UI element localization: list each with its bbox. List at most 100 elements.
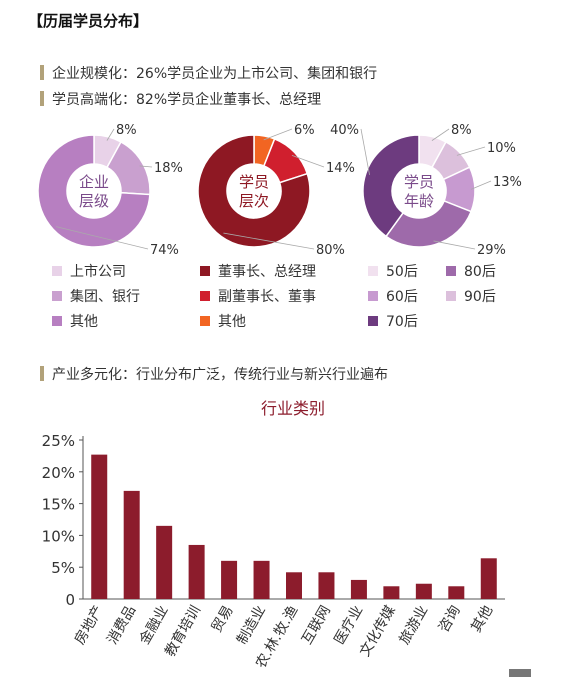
bar	[480, 558, 497, 599]
bar	[318, 572, 335, 599]
bar	[415, 583, 432, 599]
legend-label: 70后	[386, 314, 418, 330]
bar	[91, 454, 108, 599]
legend-item: 上市公司	[52, 260, 140, 285]
y-tick-label: 0	[65, 591, 75, 609]
pie-leader-line	[55, 226, 149, 250]
legend-swatch	[446, 266, 456, 276]
y-tick-label: 5%	[51, 559, 75, 577]
legend-swatch	[368, 316, 378, 326]
legend-item: 70后	[368, 310, 418, 335]
pie-leader-line	[223, 232, 315, 250]
legend-item: 其他	[52, 310, 140, 335]
pie-center	[227, 164, 281, 218]
bullet-bar	[40, 366, 44, 381]
legend-item: 其他	[200, 310, 316, 335]
legend-label: 集团、银行	[70, 289, 140, 305]
y-tick-label: 10%	[42, 527, 75, 545]
legend-item: 60后	[368, 285, 418, 310]
pie-value-label: 40%	[330, 123, 359, 138]
pie-value-label: 74%	[150, 243, 179, 258]
legend-swatch	[368, 291, 378, 301]
legend-label: 60后	[386, 289, 418, 305]
bullet-seniority-text: 学员高端化：82%学员企业董事长、总经理	[52, 92, 322, 108]
legend-item: 副董事长、董事	[200, 285, 316, 310]
pie-value-label: 8%	[116, 123, 137, 138]
bullet-seniority: 学员高端化：82%学员企业董事长、总经理	[40, 89, 321, 109]
pie-leader-line	[431, 128, 450, 141]
pie-leader-line	[291, 155, 325, 168]
y-tick-label: 15%	[42, 496, 75, 514]
y-tick-label: 25%	[42, 432, 75, 450]
pie-value-label: 13%	[493, 175, 522, 190]
pie-center	[392, 164, 446, 218]
pie-leader-line	[456, 146, 486, 156]
x-tick-label: 其他	[468, 603, 496, 635]
legend-swatch	[52, 266, 62, 276]
pie-slice	[37, 134, 151, 248]
legend-pie-age-left: 50后 60后 70后	[368, 260, 418, 335]
pie-value-label: 18%	[154, 161, 183, 176]
x-tick-label: 房地产	[72, 603, 107, 647]
legend-item: 80后	[446, 260, 496, 285]
legend-swatch	[200, 266, 210, 276]
page-heading: 【历届学员分布】	[28, 12, 149, 30]
x-tick-label: 金融业	[137, 603, 172, 647]
x-tick-label: 贸易	[209, 603, 237, 635]
x-tick-label: 制造业	[234, 603, 269, 647]
legend-label: 其他	[218, 314, 246, 330]
legend-swatch	[52, 291, 62, 301]
pie-value-label: 8%	[451, 123, 472, 138]
scroll-indicator[interactable]	[509, 669, 531, 677]
pie-slice	[362, 134, 420, 238]
pie-center-label: 学员	[239, 173, 269, 191]
legend-item: 50后	[368, 260, 418, 285]
legend-swatch	[52, 316, 62, 326]
bullet-bar	[40, 65, 44, 80]
bullet-scale-text: 企业规模化：26%学员企业为上市公司、集团和银行	[52, 66, 378, 82]
x-tick-label: 医疗业	[332, 603, 367, 647]
bar	[448, 586, 465, 599]
pie-center-label: 年龄	[404, 192, 434, 210]
legend-swatch	[446, 291, 456, 301]
legend-label: 其他	[70, 314, 98, 330]
legend-swatch	[200, 316, 210, 326]
legend-label: 上市公司	[70, 264, 126, 280]
pie-value-label: 14%	[326, 161, 355, 176]
pie-center-label: 学员	[404, 173, 434, 191]
pie-leader-line	[360, 128, 370, 176]
pie-leader-line	[433, 240, 476, 250]
legend-label: 50后	[386, 264, 418, 280]
x-tick-label: 互联网	[299, 603, 334, 647]
legend-swatch	[368, 266, 378, 276]
bullet-industry: 产业多元化：行业分布广泛，传统行业与新兴行业遍布	[40, 364, 388, 384]
bar	[221, 560, 238, 599]
pie-slice	[385, 199, 473, 248]
legend-label: 副董事长、董事	[218, 289, 316, 305]
legend-item: 董事长、总经理	[200, 260, 316, 285]
pie-leader-line	[470, 180, 492, 190]
bar-chart-title: 行业类别	[261, 399, 325, 418]
bar	[383, 586, 400, 599]
pie-center	[67, 164, 121, 218]
legend-item: 集团、银行	[52, 285, 140, 310]
bar	[123, 490, 140, 599]
legend-label: 董事长、总经理	[218, 264, 316, 280]
pie-leader-line	[106, 128, 115, 141]
bullet-scale: 企业规模化：26%学员企业为上市公司、集团和银行	[40, 63, 377, 83]
pie-value-label: 80%	[316, 243, 345, 258]
bar	[156, 525, 173, 599]
bullet-industry-text: 产业多元化：行业分布广泛，传统行业与新兴行业遍布	[52, 367, 388, 383]
legend-label: 90后	[464, 289, 496, 305]
bar	[188, 544, 205, 599]
bar	[286, 572, 302, 599]
pie-value-label: 6%	[294, 123, 315, 138]
pie-value-label: 10%	[487, 141, 516, 156]
x-tick-label: 消费品	[104, 603, 139, 647]
pie-leader-line	[263, 128, 293, 141]
legend-item: 90后	[446, 285, 496, 310]
pie-center-label: 企业	[79, 173, 109, 191]
pie-leader-line	[139, 165, 153, 168]
bar	[253, 560, 270, 599]
